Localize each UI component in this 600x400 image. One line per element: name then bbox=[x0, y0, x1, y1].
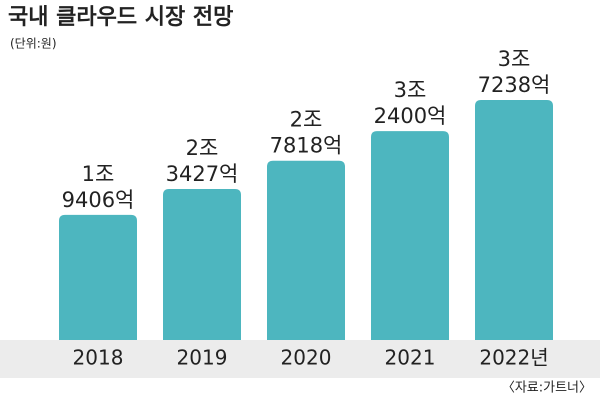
value-label: 3조 bbox=[394, 78, 427, 102]
x-tick-label: 2020 bbox=[281, 346, 332, 370]
x-tick-label: 2019 bbox=[177, 346, 228, 370]
chart-title: 국내 클라우드 시장 전망 bbox=[8, 5, 233, 30]
value-label: 3조 bbox=[498, 47, 531, 71]
value-label: 2400억 bbox=[374, 104, 447, 128]
value-label: 7238억 bbox=[478, 73, 551, 97]
value-label: 7818억 bbox=[270, 134, 343, 158]
x-tick-label: 2022년 bbox=[479, 346, 548, 370]
value-label: 1조 bbox=[82, 162, 115, 186]
bar bbox=[475, 100, 553, 340]
value-label: 2조 bbox=[290, 108, 323, 132]
value-label: 9406억 bbox=[62, 188, 135, 212]
x-tick-label: 2021 bbox=[385, 346, 436, 370]
bar bbox=[59, 214, 137, 340]
value-label: 2조 bbox=[186, 136, 219, 160]
chart-subtitle: (단위:원) bbox=[10, 37, 57, 51]
x-tick-label: 2018 bbox=[73, 346, 124, 370]
value-label: 3427억 bbox=[166, 162, 239, 186]
bar bbox=[267, 160, 345, 340]
bar bbox=[371, 131, 449, 340]
source: 〈자료:가트너〉 bbox=[502, 381, 592, 396]
bar bbox=[163, 189, 241, 340]
category-band bbox=[0, 340, 600, 378]
